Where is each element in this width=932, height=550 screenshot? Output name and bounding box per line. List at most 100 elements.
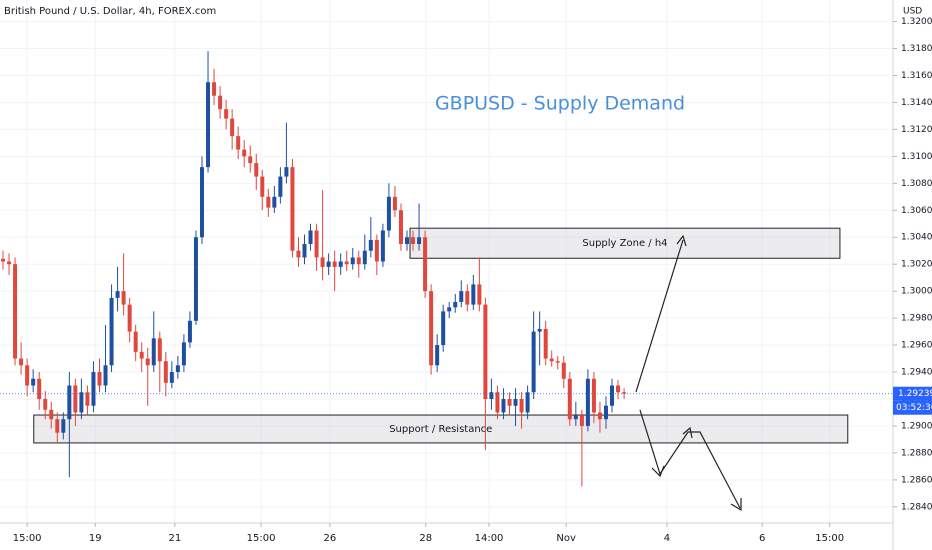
- y-tick-label: 1.29800: [901, 314, 932, 324]
- candle-body: [585, 378, 590, 426]
- candle-body: [537, 328, 542, 332]
- y-tick-label: 1.29000: [901, 421, 932, 431]
- candle-body: [368, 239, 373, 251]
- x-tick-label: 15:00: [815, 533, 844, 544]
- candle-body: [169, 372, 174, 383]
- candle-body: [507, 398, 512, 406]
- candle-body: [230, 118, 235, 137]
- zones: Supply Zone / h4 Support / Resistance: [33, 227, 849, 444]
- candle-body: [49, 409, 54, 420]
- candle-body: [344, 261, 349, 265]
- candle-body: [73, 385, 78, 413]
- candle-body: [423, 237, 428, 292]
- x-tick-label: 4: [664, 533, 670, 544]
- candle-body: [296, 250, 301, 258]
- candle-body: [248, 156, 253, 164]
- candle-body: [79, 392, 84, 413]
- candle-body: [308, 230, 313, 244]
- candle-body: [187, 320, 192, 343]
- candle-body: [206, 82, 211, 168]
- candle-body: [453, 301, 458, 308]
- candle-body: [199, 167, 204, 238]
- candle-body: [109, 297, 114, 366]
- candle-body: [603, 405, 608, 420]
- y-tick-label: 1.30400: [901, 233, 932, 243]
- zone-label: Support / Resistance: [389, 424, 492, 435]
- candle-body: [242, 149, 247, 157]
- candle-body: [465, 291, 470, 305]
- candle-body: [139, 351, 144, 359]
- candle-body: [218, 95, 223, 110]
- x-tick-label: 28: [419, 533, 432, 544]
- candle-body: [561, 362, 566, 379]
- candle-body: [254, 163, 259, 177]
- candle-body: [103, 365, 108, 386]
- candle-body: [37, 378, 42, 399]
- candle-body: [374, 239, 379, 262]
- candle-body: [193, 237, 198, 321]
- currency-label: USD: [903, 7, 922, 17]
- axes: [0, 0, 894, 550]
- arrow: [639, 409, 741, 509]
- candle-body: [471, 284, 476, 305]
- candle-body: [622, 392, 627, 394]
- candle-body: [597, 412, 602, 420]
- x-tick-label: 19: [89, 533, 102, 544]
- arrow-head: [682, 426, 693, 439]
- candle-body: [501, 398, 506, 413]
- candle-body: [405, 237, 410, 244]
- y-tick-label: 1.31400: [901, 98, 932, 108]
- x-tick-label: 14:00: [475, 533, 504, 544]
- y-tick-label: 1.29400: [901, 368, 932, 378]
- candle-body: [133, 331, 138, 352]
- candle-body: [386, 196, 391, 231]
- candle-body: [483, 304, 488, 399]
- x-tick-label: 6: [759, 533, 765, 544]
- y-tick-label: 1.31600: [901, 71, 932, 81]
- x-tick-label: 15:00: [247, 533, 276, 544]
- y-tick-label: 1.31800: [901, 44, 932, 54]
- zone: [33, 414, 849, 444]
- candle-body: [25, 365, 30, 386]
- candle-body: [320, 257, 325, 267]
- candle-body: [435, 345, 440, 366]
- chart-title: GBPUSD - Supply Demand: [435, 93, 685, 115]
- candle-body: [121, 291, 126, 305]
- candle-body: [127, 304, 132, 332]
- candle-body: [543, 328, 548, 359]
- candle-body: [477, 284, 482, 305]
- candle-body: [43, 398, 48, 410]
- candle-body: [525, 392, 530, 413]
- candle-body: [338, 261, 343, 267]
- zone-label: Supply Zone / h4: [582, 238, 667, 249]
- arrow-head: [676, 234, 687, 247]
- candle-body: [163, 361, 168, 383]
- candle-body: [579, 415, 584, 426]
- candle-body: [224, 109, 229, 119]
- candle-body: [429, 291, 434, 366]
- candle-body: [212, 82, 217, 96]
- candle-body: [97, 372, 102, 386]
- candle-body: [549, 358, 554, 362]
- arrows: [635, 234, 742, 512]
- candle-body: [362, 250, 367, 265]
- candle-body: [290, 167, 295, 251]
- candle-body: [55, 419, 60, 433]
- y-tick-label: 1.28800: [901, 448, 932, 458]
- candle-body: [398, 210, 403, 244]
- candle-body: [332, 261, 337, 267]
- candle-body: [531, 331, 536, 393]
- candle-body: [447, 307, 452, 312]
- candle-body: [284, 167, 289, 177]
- candle-body: [356, 257, 361, 265]
- candle-body: [151, 338, 156, 366]
- candle-body: [91, 372, 96, 406]
- candle-body: [7, 261, 12, 265]
- x-tick-label: Nov: [556, 533, 576, 544]
- candle-body: [392, 196, 397, 211]
- candle-body: [567, 378, 572, 420]
- candle-body: [591, 378, 596, 413]
- candles: [1, 51, 627, 487]
